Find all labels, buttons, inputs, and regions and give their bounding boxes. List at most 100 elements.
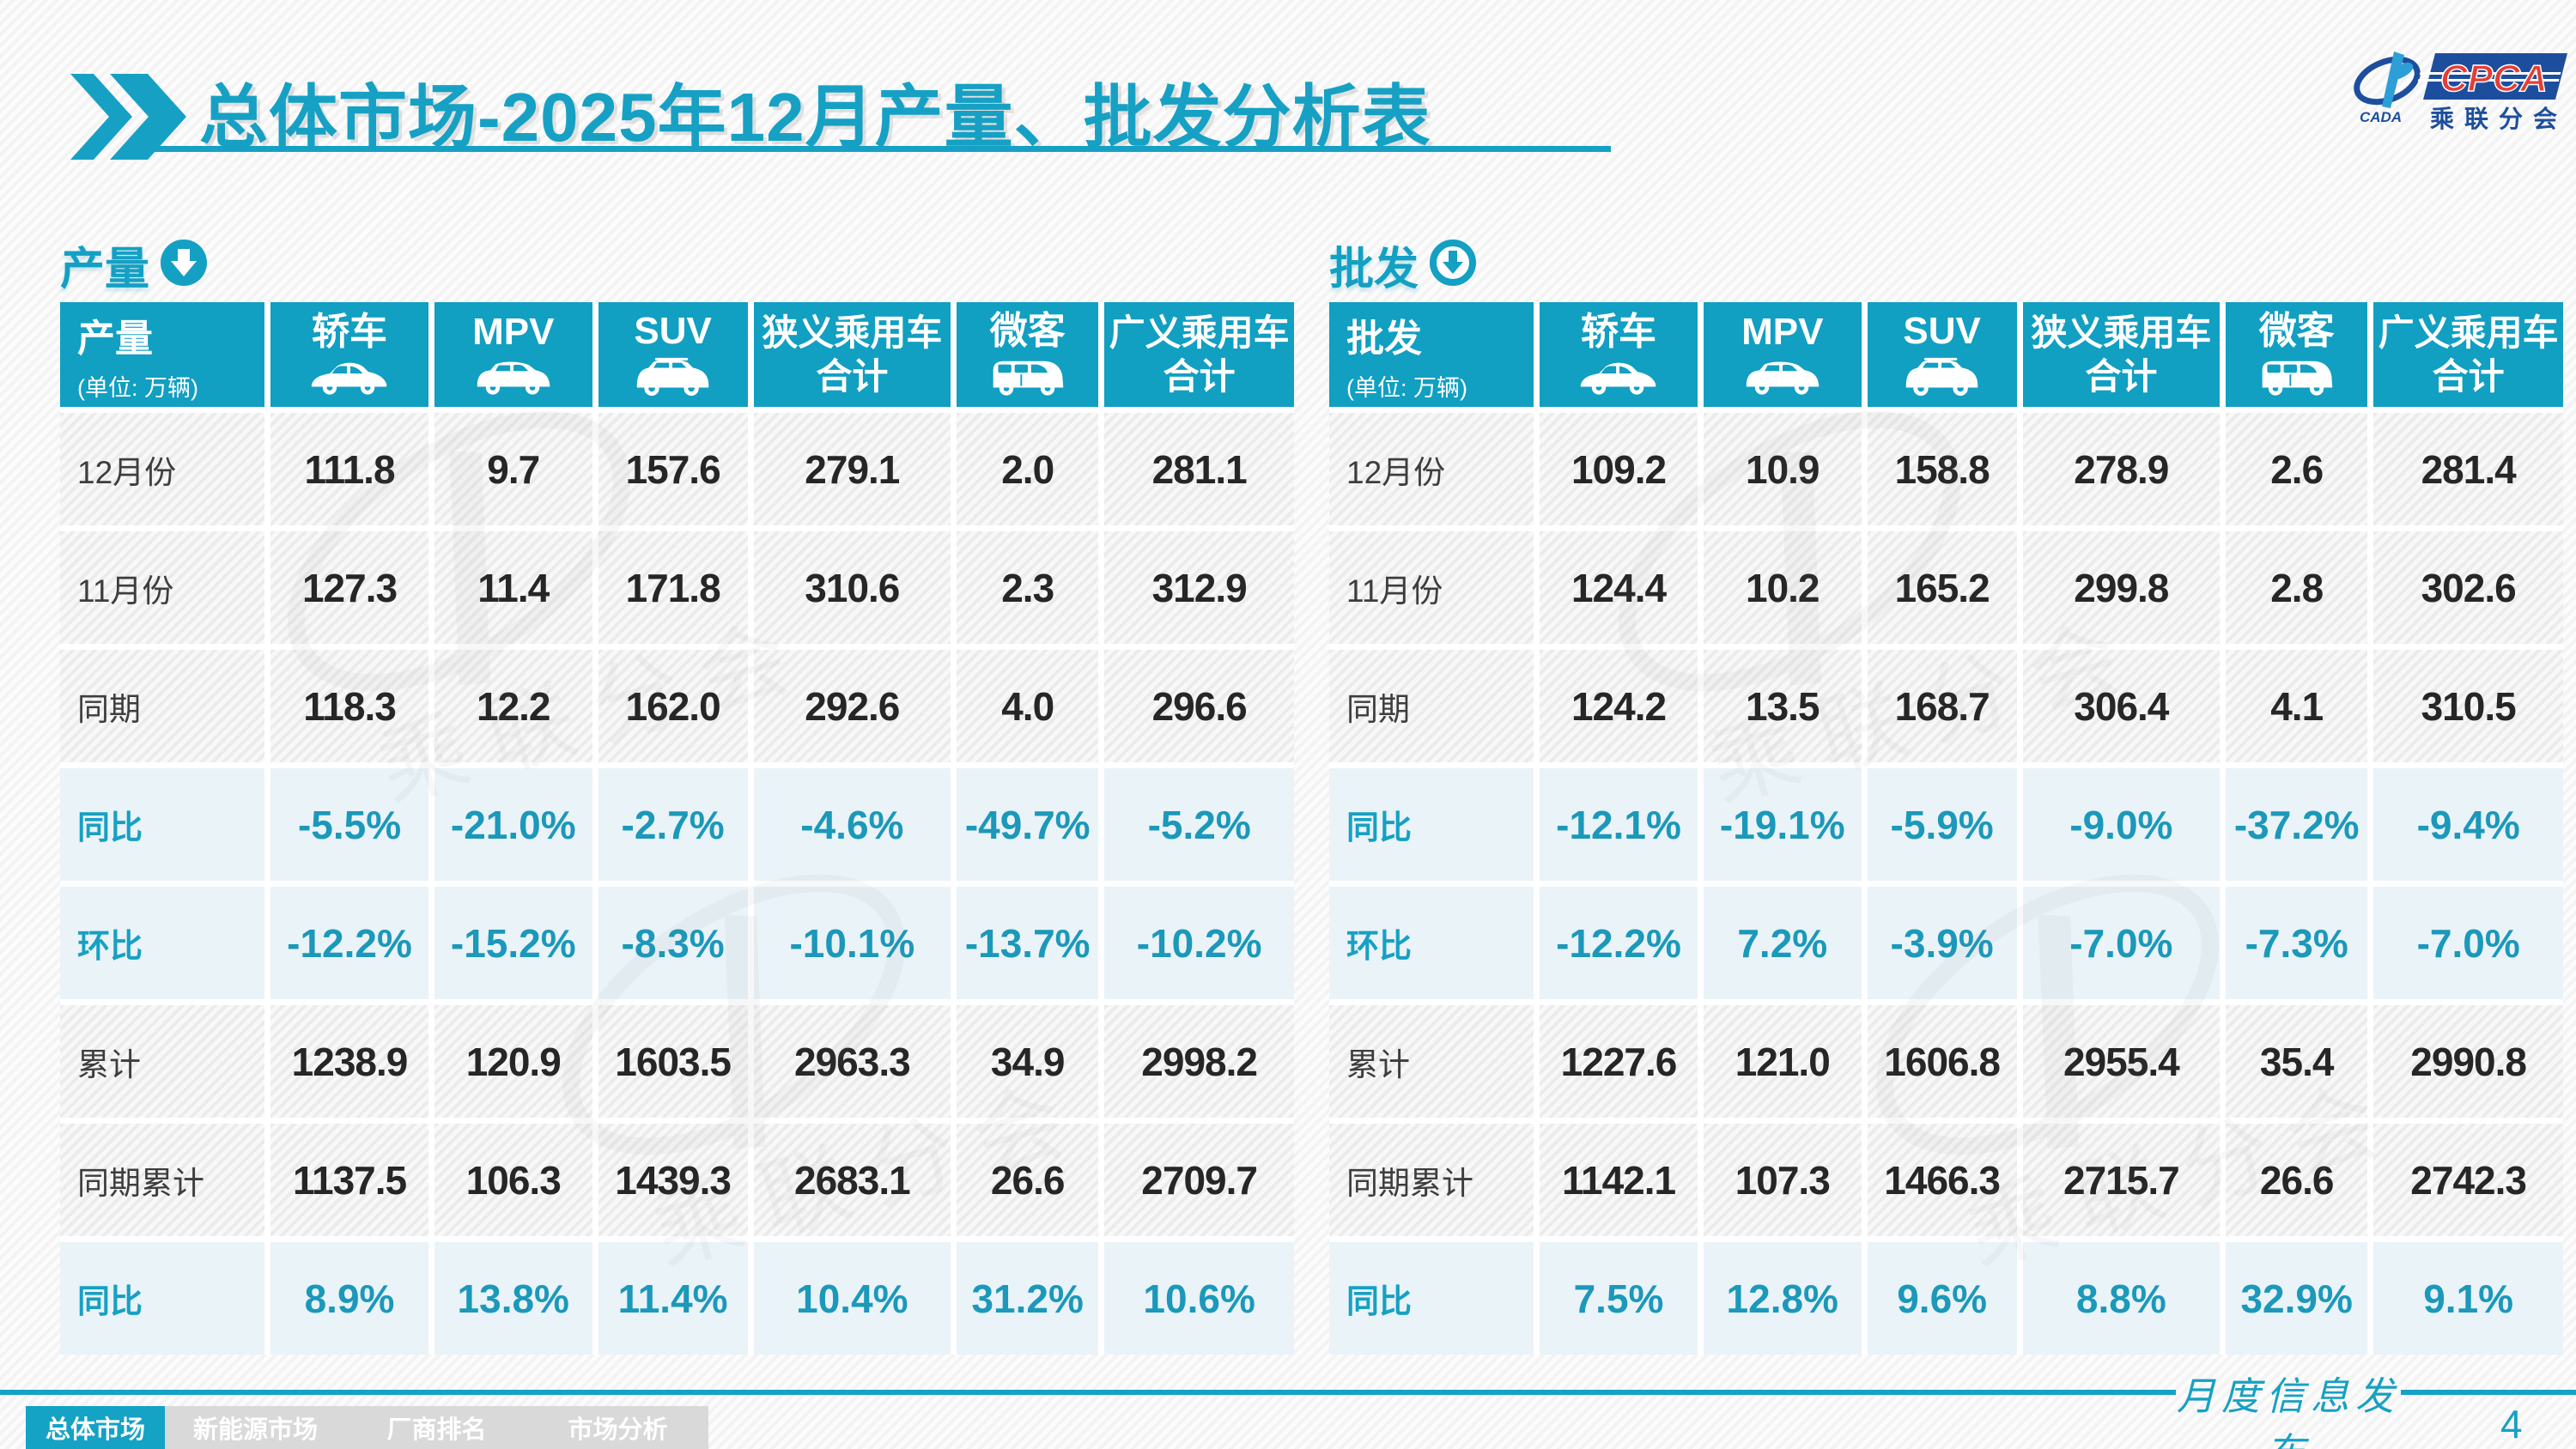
sedan-icon	[311, 362, 387, 395]
table-cell: 118.3	[270, 650, 428, 762]
microvan-icon	[2262, 361, 2332, 396]
table-cell: 26.6	[957, 1124, 1099, 1236]
page-title-rest: -2025年12月产量、批发分析表	[477, 79, 1431, 155]
table-cell: 299.8	[2022, 531, 2221, 644]
table-cell: -5.9%	[1867, 768, 2017, 881]
page-number: 4	[2500, 1402, 2523, 1446]
nav-tab-oem-ranking[interactable]: 厂商排名	[346, 1406, 527, 1449]
row-label: 同比	[1329, 768, 1534, 881]
wholesale-section-label: 批发	[1329, 244, 1419, 294]
table-cell: 302.6	[2373, 531, 2563, 644]
table-cell: 2.3	[957, 531, 1099, 644]
production-section-label: 产量	[60, 244, 150, 294]
nav-tab-nev-market[interactable]: 新能源市场	[165, 1406, 346, 1449]
table-cell: 162.0	[598, 650, 748, 762]
table-cell: 157.6	[598, 413, 748, 525]
nav-tab-market-analysis[interactable]: 市场分析	[527, 1406, 708, 1449]
table-cell: 10.2	[1703, 531, 1862, 644]
page-title: 总体市场-2025年12月产量、批发分析表	[199, 62, 1431, 161]
table-cell: 127.3	[270, 531, 428, 644]
table-cell: 12.8%	[1703, 1242, 1862, 1355]
table-cell: 8.9%	[270, 1242, 428, 1355]
table-cell: 2.6	[2226, 413, 2368, 525]
table-cell: 109.2	[1540, 413, 1698, 525]
row-label: 12月份	[1329, 413, 1534, 525]
table-cell: 296.6	[1104, 650, 1294, 762]
table-cell: 2.8	[2226, 531, 2368, 644]
table-cell: 2742.3	[2373, 1124, 2563, 1236]
table-cell: -4.6%	[753, 768, 951, 881]
table-cell: 12.2	[434, 650, 592, 762]
cpca-text: CPCA	[2440, 58, 2548, 100]
row-label: 同比	[60, 1242, 265, 1355]
table-title: 产量	[77, 317, 153, 360]
table-cell: -12.1%	[1540, 768, 1698, 881]
table-cell: 1466.3	[1867, 1124, 2017, 1236]
cpca-subtitle: 乘联分会	[2430, 106, 2567, 132]
table-cell: 11.4%	[598, 1242, 748, 1355]
table-unit: (单位: 万辆)	[77, 374, 198, 401]
table-cell: 26.6	[2226, 1124, 2368, 1236]
table-cell: 2955.4	[2022, 1005, 2221, 1118]
table-cell: -12.2%	[270, 887, 428, 999]
production-table: 产量 (单位: 万辆) 轿车 MPV SUV 狭义乘用车 合计 微客	[60, 302, 1294, 1355]
row-label: 同比	[1329, 1242, 1534, 1355]
column-header-sedan: 轿车	[1540, 302, 1698, 407]
table-cell: -15.2%	[434, 887, 592, 999]
row-label: 12月份	[60, 413, 265, 525]
table-cell: 32.9%	[2226, 1242, 2368, 1355]
row-label: 11月份	[60, 531, 265, 644]
table-cell: -5.5%	[270, 768, 428, 881]
table-cell: 1137.5	[270, 1124, 428, 1236]
title-underline	[129, 146, 1611, 152]
wholesale-panel: 批发 批发 (单位: 万辆) 轿车 MPV SUV	[1329, 237, 2563, 1355]
column-header-suv: SUV	[1867, 302, 2017, 407]
row-label: 同期	[60, 650, 265, 762]
wholesale-section-header: 批发	[1329, 237, 2563, 294]
table-cell: 2963.3	[753, 1005, 951, 1118]
table-cell: -9.0%	[2022, 768, 2221, 881]
table-unit: (单位: 万辆)	[1346, 374, 1467, 401]
table-cell: 111.8	[270, 413, 428, 525]
table-cell: -49.7%	[957, 768, 1099, 881]
table-cell: -19.1%	[1703, 768, 1862, 881]
nav-tab-overall-market[interactable]: 总体市场	[26, 1406, 165, 1449]
table-cell: 281.1	[1104, 413, 1294, 525]
table-cell: -7.0%	[2373, 887, 2563, 999]
table-cell: 9.1%	[2373, 1242, 2563, 1355]
column-header-suv: SUV	[598, 302, 748, 407]
table-cell: 10.9	[1703, 413, 1862, 525]
table-cell: 13.8%	[434, 1242, 592, 1355]
table-cell: -9.4%	[2373, 768, 2563, 881]
table-cell: 13.5	[1703, 650, 1862, 762]
cada-text: CADA	[2360, 109, 2402, 125]
column-header-mpv: MPV	[434, 302, 592, 407]
table-cell: 1142.1	[1540, 1124, 1698, 1236]
table-cell: 1227.6	[1540, 1005, 1698, 1118]
wholesale-table: 批发 (单位: 万辆) 轿车 MPV SUV 狭义乘用车 合计 微客	[1329, 302, 2563, 1355]
table-cell: -8.3%	[598, 887, 748, 999]
microvan-icon	[993, 361, 1063, 396]
table-cell: 124.2	[1540, 650, 1698, 762]
table-cell: 107.3	[1703, 1124, 1862, 1236]
table-cell: -3.9%	[1867, 887, 2017, 999]
table-cell: 2.0	[957, 413, 1099, 525]
table-cell: 124.4	[1540, 531, 1698, 644]
table-cell: -7.3%	[2226, 887, 2368, 999]
table-cell: 35.4	[2226, 1005, 2368, 1118]
suv-icon	[1905, 358, 1978, 397]
row-label: 环比	[1329, 887, 1534, 999]
table-cell: 292.6	[753, 650, 951, 762]
column-header-broad-total: 广义乘用车 合计	[1104, 302, 1294, 407]
column-header-narrow-total: 狭义乘用车 合计	[753, 302, 951, 407]
cpca-logo: CADA CPCA 乘联分会	[2353, 46, 2569, 136]
row-label: 累计	[1329, 1005, 1534, 1118]
table-cell: 2709.7	[1104, 1124, 1294, 1236]
column-header-sedan: 轿车	[270, 302, 428, 407]
row-label: 11月份	[1329, 531, 1534, 644]
table-cell: -10.2%	[1104, 887, 1294, 999]
table-cell: 2715.7	[2022, 1124, 2221, 1236]
table-cell: 8.8%	[2022, 1242, 2221, 1355]
table-cell: 168.7	[1867, 650, 2017, 762]
table-cell: 11.4	[434, 531, 592, 644]
